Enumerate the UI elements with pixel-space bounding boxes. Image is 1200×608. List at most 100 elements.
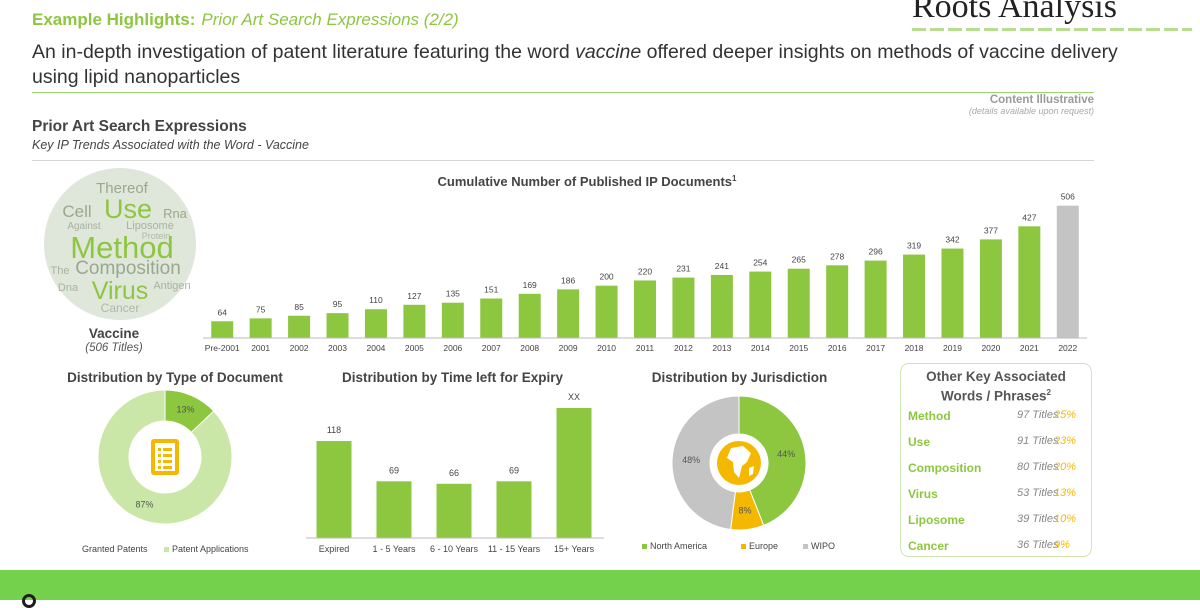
key-word: Use [908,435,931,449]
key-word-row: Liposome 39 Titles 10% [908,513,1088,533]
key-word-row: Cancer 36 Titles 9% [908,539,1088,559]
key-word: Virus [908,487,938,501]
bar [787,268,810,338]
cloud-word: Thereof [96,180,149,197]
bar [436,483,472,538]
divider-grey [32,160,1094,161]
jurisdiction-title: Distribution by Jurisdiction [651,370,828,385]
tick-label: 2008 [520,343,539,353]
data-label: 231 [676,264,690,274]
data-label: 220 [638,266,652,276]
data-label: 151 [484,285,498,295]
bar [441,302,464,338]
data-label: 64 [217,307,227,317]
tick-label: 2007 [482,343,501,353]
key-word-row: Use 91 Titles 23% [908,435,1088,455]
tick-label: 6 - 10 Years [430,544,479,554]
data-label: 169 [523,280,537,290]
tick-label: 2017 [866,343,885,353]
key-word: Cancer [908,539,949,553]
jurisdiction-donut-chart: 44% 8% 48% North America Europe WIPO [642,395,835,551]
section-title: Prior Art Search Expressions [32,118,247,135]
doc-type-title: Distribution by Type of Document [67,370,283,385]
key-word-pct: 13% [1054,487,1077,499]
cloud-word: Dna [58,282,79,294]
data-label: 186 [561,275,575,285]
intro-after: offered deeper insights on methods of va… [32,41,1118,88]
bar [979,239,1002,338]
tick-label: 2019 [943,343,962,353]
tick-label: 2011 [636,343,655,353]
key-words-title-sup: 2 [1046,388,1051,397]
bar [249,318,272,338]
data-label: 319 [907,241,921,251]
content-note-subtitle: (details available upon request) [968,106,1094,116]
key-words-panel: Other Key Associated Words / Phrases2 Me… [900,363,1092,557]
word-cloud-disc [44,168,196,320]
legend-swatch [164,547,169,552]
key-words-title: Other Key Associated Words / Phrases2 [901,369,1091,405]
legend-label: North America [650,541,707,551]
tick-label: 2012 [674,343,693,353]
data-label: 296 [869,247,883,257]
word-cloud-count: (506 Titles) [85,342,143,354]
intro-text: An in-depth investigation of patent lite… [32,40,1122,90]
chart-title: Cumulative Number of Published IP Docume… [438,174,737,189]
data-label: XX [568,392,580,402]
slice-label: 13% [176,405,194,415]
key-words-title-line2: Words / Phrases2 [941,388,1051,404]
bar [1056,205,1079,338]
key-word-row: Composition 80 Titles 20% [908,461,1088,481]
bar [672,277,695,338]
bar [480,298,503,338]
legend-label: Europe [749,541,778,551]
cumulative-documents-chart: Cumulative Number of Published IP Docume… [203,174,1087,353]
tick-label: 2013 [712,343,731,353]
key-word-count: 36 Titles [1017,539,1059,551]
data-label: 75 [256,304,266,314]
divider-green [32,92,1094,93]
data-label: 265 [792,255,806,265]
word-cloud: Thereof Use Cell Rna Against Liposome Pr… [44,168,196,320]
tick-label: 2016 [828,343,847,353]
bar [326,313,349,338]
key-word-pct: 23% [1054,435,1077,447]
data-label: 377 [984,225,998,235]
bar [211,321,234,338]
tick-label: Pre-2001 [205,343,240,353]
data-label: 200 [599,272,613,282]
data-label: 427 [1022,212,1036,222]
cloud-word: Rna [163,206,188,221]
cloud-word: Virus [92,277,149,305]
bar [826,265,849,338]
bar [518,293,541,338]
cloud-word: Cancer [101,301,140,315]
content-note: Content Illustrative (details available … [969,94,1094,116]
data-label: 506 [1061,192,1075,202]
key-word-count: 97 Titles [1017,409,1059,421]
chart-title-text: Cumulative Number of Published IP Docume… [438,174,732,189]
bar [403,304,426,338]
data-label: 95 [333,299,343,309]
intro-before: An in-depth investigation of patent lite… [32,41,576,63]
data-label: 118 [327,425,341,435]
bar [1018,226,1041,338]
data-label: 342 [945,235,959,245]
key-word-count: 91 Titles [1017,435,1059,447]
key-word-pct: 10% [1054,513,1077,525]
cloud-word: Composition [75,258,181,279]
data-label: 69 [389,465,399,475]
key-words-title-line1: Other Key Associated [926,369,1066,384]
highlight-label: Example Highlights: [32,10,196,29]
key-word-row: Virus 53 Titles 13% [908,487,1088,507]
cloud-word: Use [104,194,152,224]
cloud-word: Protein [142,231,171,241]
bar [376,481,412,538]
tick-label: 2003 [328,343,347,353]
bar [710,274,733,338]
highlight-title: Example Highlights: Prior Art Search Expr… [32,10,459,30]
legend-swatch [741,544,746,549]
slice-label: 48% [682,455,700,465]
content-note-title: Content Illustrative [989,94,1094,106]
expiry-title: Distribution by Time left for Expiry [341,370,564,385]
